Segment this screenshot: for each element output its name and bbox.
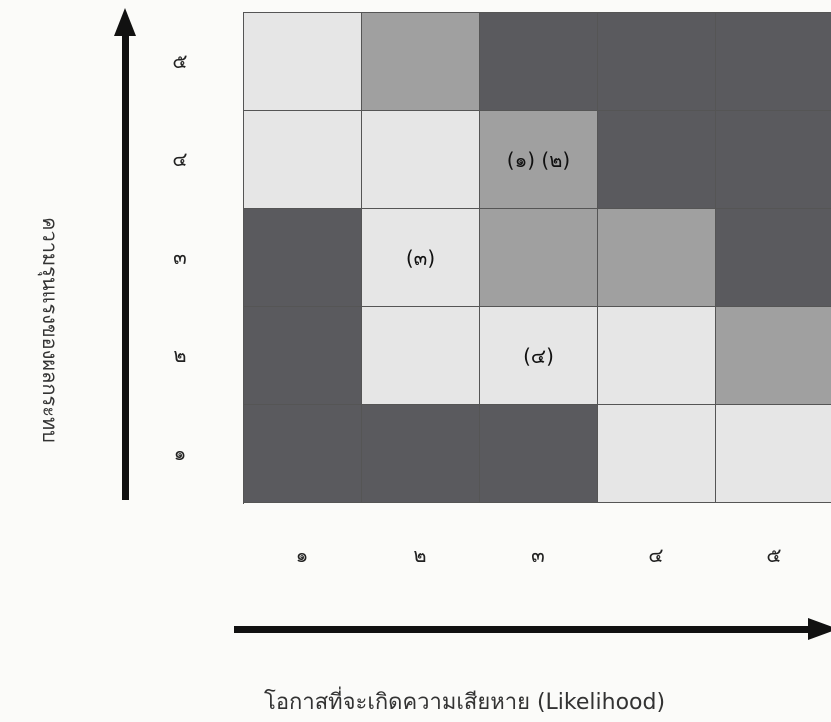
- matrix-cell: (๓): [362, 209, 480, 307]
- matrix-cell: [244, 13, 362, 111]
- matrix-cell: [362, 405, 480, 503]
- risk-matrix-grid: (๑) (๒) (๓) (๔): [243, 12, 831, 504]
- matrix-cell: [244, 405, 362, 503]
- matrix-cell: [480, 13, 598, 111]
- matrix-cell: [362, 307, 480, 405]
- y-tick-label: ๒: [173, 343, 187, 367]
- y-tick-label: ๔: [172, 147, 188, 171]
- matrix-cell: [480, 405, 598, 503]
- x-tick-label: ๒: [413, 543, 427, 567]
- matrix-cell: [244, 209, 362, 307]
- matrix-cell: [362, 13, 480, 111]
- matrix-cell: [716, 307, 831, 405]
- cell-marker-label: (๑) (๒): [506, 147, 571, 172]
- matrix-cell: [598, 307, 716, 405]
- matrix-cell: [716, 111, 831, 209]
- cell-marker-label: (๔): [523, 343, 554, 368]
- matrix-cell: [598, 209, 716, 307]
- y-axis-arrow-head: [114, 8, 136, 36]
- matrix-cell: [362, 111, 480, 209]
- matrix-cell: [598, 111, 716, 209]
- matrix-cell: (๑) (๒): [480, 111, 598, 209]
- matrix-cell: [244, 307, 362, 405]
- matrix-cell: [244, 111, 362, 209]
- x-tick-label: ๓: [531, 543, 545, 567]
- y-tick-label: ๑: [173, 441, 187, 465]
- x-axis-label: โอกาสที่จะเกิดความเสียหาย (Likelihood): [264, 690, 666, 715]
- cell-marker-label: (๓): [405, 245, 436, 270]
- matrix-cell: (๔): [480, 307, 598, 405]
- x-tick-label: ๔: [648, 543, 664, 567]
- y-axis-arrow: [122, 30, 129, 500]
- matrix-cell: [716, 405, 831, 503]
- y-axis-label: ความรุนแรงของผลกระทบ: [38, 217, 62, 443]
- x-tick-label: ๕: [766, 543, 782, 567]
- matrix-cell: [716, 209, 831, 307]
- x-axis-arrow-head: [808, 618, 831, 640]
- y-tick-label: ๓: [173, 245, 187, 269]
- matrix-cell: [480, 209, 598, 307]
- matrix-cell: [716, 13, 831, 111]
- x-tick-label: ๑: [295, 543, 309, 567]
- matrix-cell: [598, 405, 716, 503]
- x-axis-arrow: [234, 626, 812, 633]
- y-tick-label: ๕: [172, 49, 188, 73]
- matrix-cell: [598, 13, 716, 111]
